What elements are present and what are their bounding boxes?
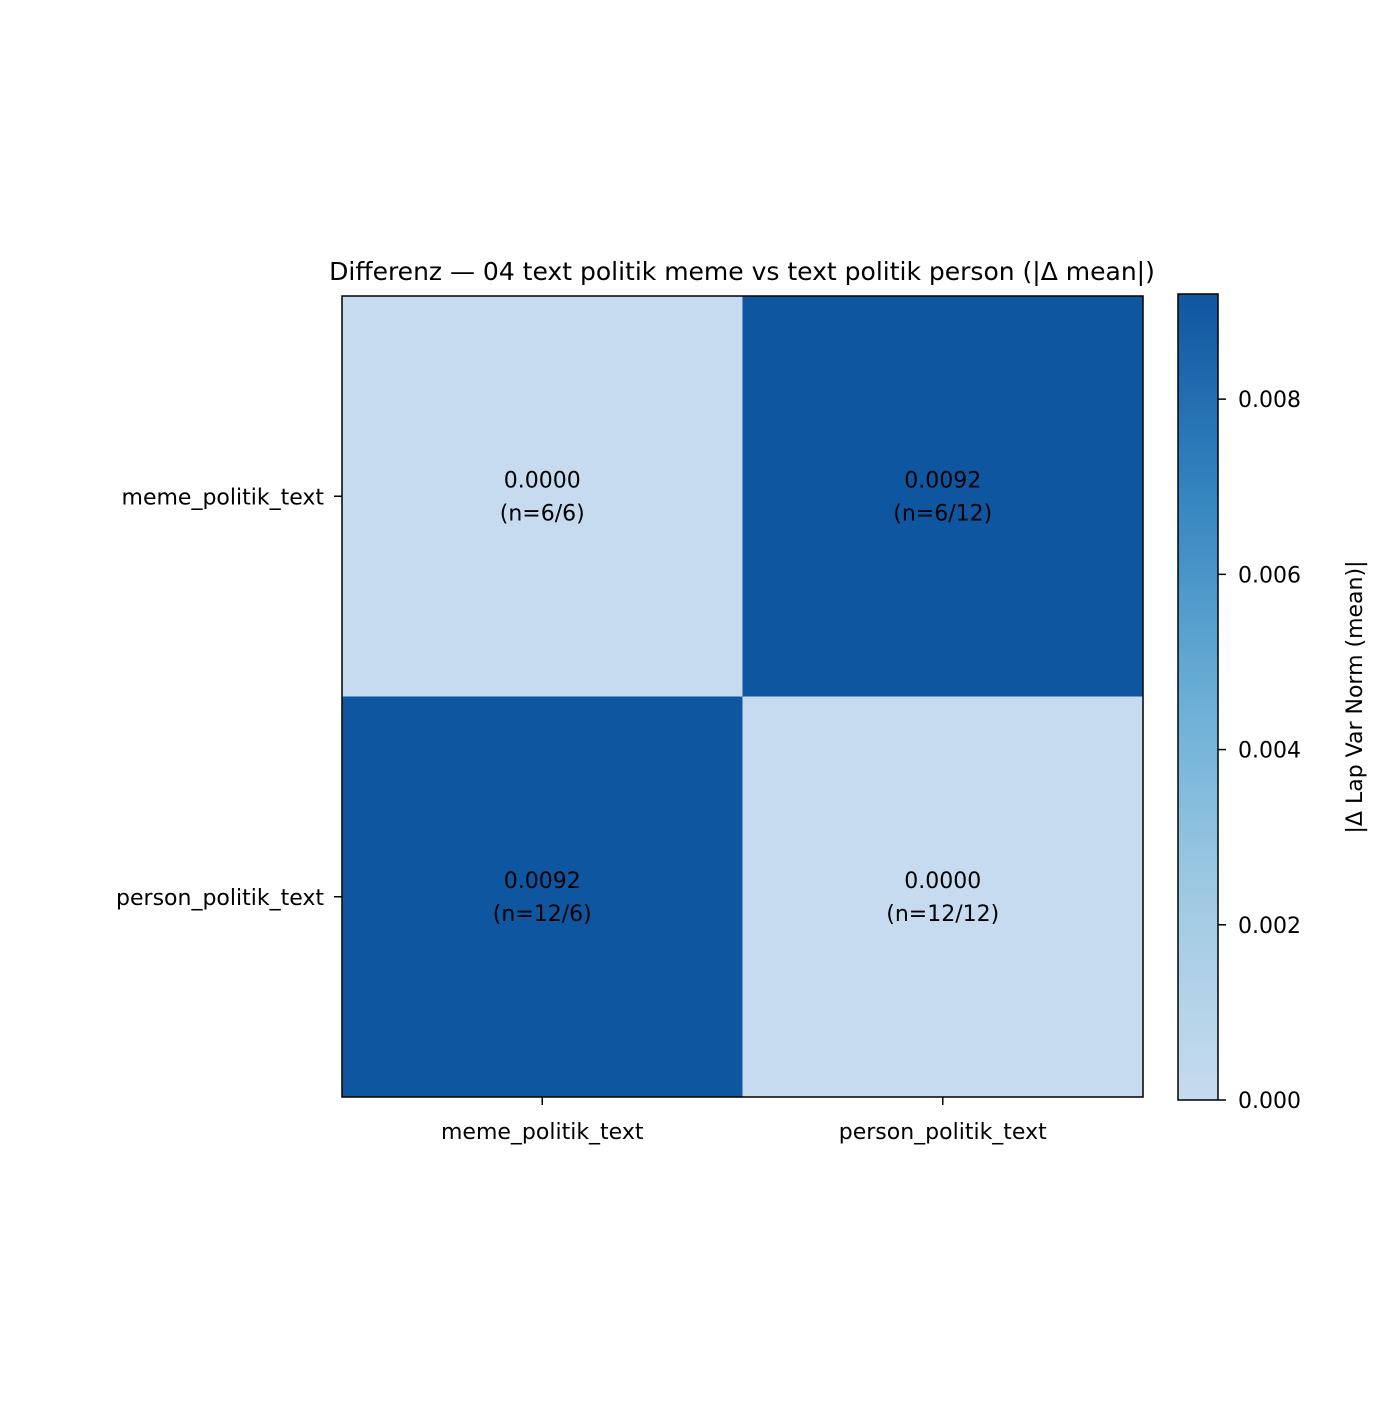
heatmap-cell	[342, 296, 743, 697]
cell-value-label: 0.0092	[504, 869, 581, 894]
colorbar-label: |Δ Lap Var Norm (mean)|	[1343, 561, 1368, 834]
cell-count-label: (n=6/6)	[500, 501, 585, 526]
x-tick-label: meme_politik_text	[441, 1120, 644, 1145]
colorbar-tick-label: 0.002	[1238, 914, 1301, 939]
cell-count-label: (n=12/12)	[886, 902, 999, 927]
heatmap-cell	[342, 696, 743, 1098]
colorbar-tick-label: 0.000	[1238, 1089, 1301, 1114]
x-tick-label: person_politik_text	[839, 1120, 1047, 1145]
colorbar-tick-label: 0.006	[1238, 563, 1301, 588]
cell-value-label: 0.0000	[904, 869, 981, 894]
chart-title: Differenz — 04 text politik meme vs text…	[329, 257, 1155, 286]
cell-value-label: 0.0092	[904, 468, 981, 493]
heatmap-cell	[742, 696, 1144, 1098]
plot-frame	[341, 295, 1144, 1098]
y-tick-label: meme_politik_text	[122, 485, 325, 510]
colorbar	[1177, 293, 1219, 1101]
colorbar-tick-label: 0.004	[1238, 739, 1301, 764]
heatmap-cell	[742, 296, 1144, 697]
cell-value-label: 0.0000	[504, 468, 581, 493]
cell-count-label: (n=12/6)	[493, 902, 592, 927]
colorbar-tick-label: 0.008	[1238, 388, 1301, 413]
cell-count-label: (n=6/12)	[893, 501, 992, 526]
y-tick-label: person_politik_text	[116, 886, 324, 911]
